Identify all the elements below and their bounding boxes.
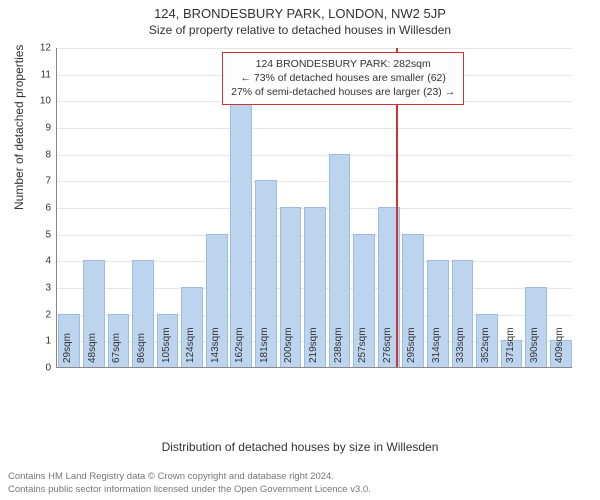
x-tick: 371sqm (505, 327, 516, 367)
x-tick: 276sqm (382, 327, 393, 367)
y-tick: 8 (45, 149, 57, 160)
x-tick: 67sqm (111, 333, 122, 367)
x-tick: 86sqm (136, 333, 147, 367)
x-tick: 295sqm (406, 327, 417, 367)
x-tick: 181sqm (259, 327, 270, 367)
x-tick: 314sqm (431, 327, 442, 367)
footer-attribution: Contains HM Land Registry data © Crown c… (8, 471, 592, 496)
x-tick: 200sqm (283, 327, 294, 367)
x-tick: 143sqm (210, 327, 221, 367)
gridline (57, 128, 572, 129)
gridline (57, 181, 572, 182)
y-tick: 12 (40, 43, 57, 54)
x-tick: 238sqm (333, 327, 344, 367)
y-tick: 7 (45, 176, 57, 187)
y-tick: 6 (45, 203, 57, 214)
callout-line3: 27% of semi-detached houses are larger (… (231, 85, 455, 99)
chart-area: 124 BRONDESBURY PARK: 282sqm ← 73% of de… (56, 48, 572, 418)
y-tick: 4 (45, 256, 57, 267)
x-axis-label: Distribution of detached houses by size … (0, 440, 600, 454)
y-axis-label: Number of detached properties (12, 45, 26, 210)
gridline (57, 48, 572, 49)
callout-line1: 124 BRONDESBURY PARK: 282sqm (231, 57, 455, 71)
x-tick: 390sqm (529, 327, 540, 367)
y-tick: 5 (45, 229, 57, 240)
chart-title: 124, BRONDESBURY PARK, LONDON, NW2 5JP (0, 0, 600, 21)
y-tick: 2 (45, 309, 57, 320)
x-tick: 105sqm (161, 327, 172, 367)
y-tick: 9 (45, 123, 57, 134)
callout-line2: ← 73% of detached houses are smaller (62… (231, 71, 455, 85)
y-tick: 11 (41, 69, 57, 80)
x-tick: 409sqm (554, 327, 565, 367)
x-tick: 219sqm (308, 327, 319, 367)
footer-line2: Contains public sector information licen… (8, 484, 592, 496)
footer-line1: Contains HM Land Registry data © Crown c… (8, 471, 592, 483)
x-tick: 333sqm (455, 327, 466, 367)
plot-area: 124 BRONDESBURY PARK: 282sqm ← 73% of de… (56, 48, 572, 368)
gridline (57, 155, 572, 156)
x-tick: 124sqm (185, 327, 196, 367)
x-tick: 162sqm (234, 327, 245, 367)
x-tick: 352sqm (480, 327, 491, 367)
x-tick: 48sqm (87, 333, 98, 367)
y-tick: 10 (40, 96, 57, 107)
x-tick: 257sqm (357, 327, 368, 367)
y-tick: 3 (45, 283, 57, 294)
callout-box: 124 BRONDESBURY PARK: 282sqm ← 73% of de… (222, 52, 464, 105)
chart-subtitle: Size of property relative to detached ho… (0, 21, 600, 37)
y-tick: 1 (45, 336, 57, 347)
x-tick: 29sqm (62, 333, 73, 367)
y-tick: 0 (45, 363, 57, 374)
